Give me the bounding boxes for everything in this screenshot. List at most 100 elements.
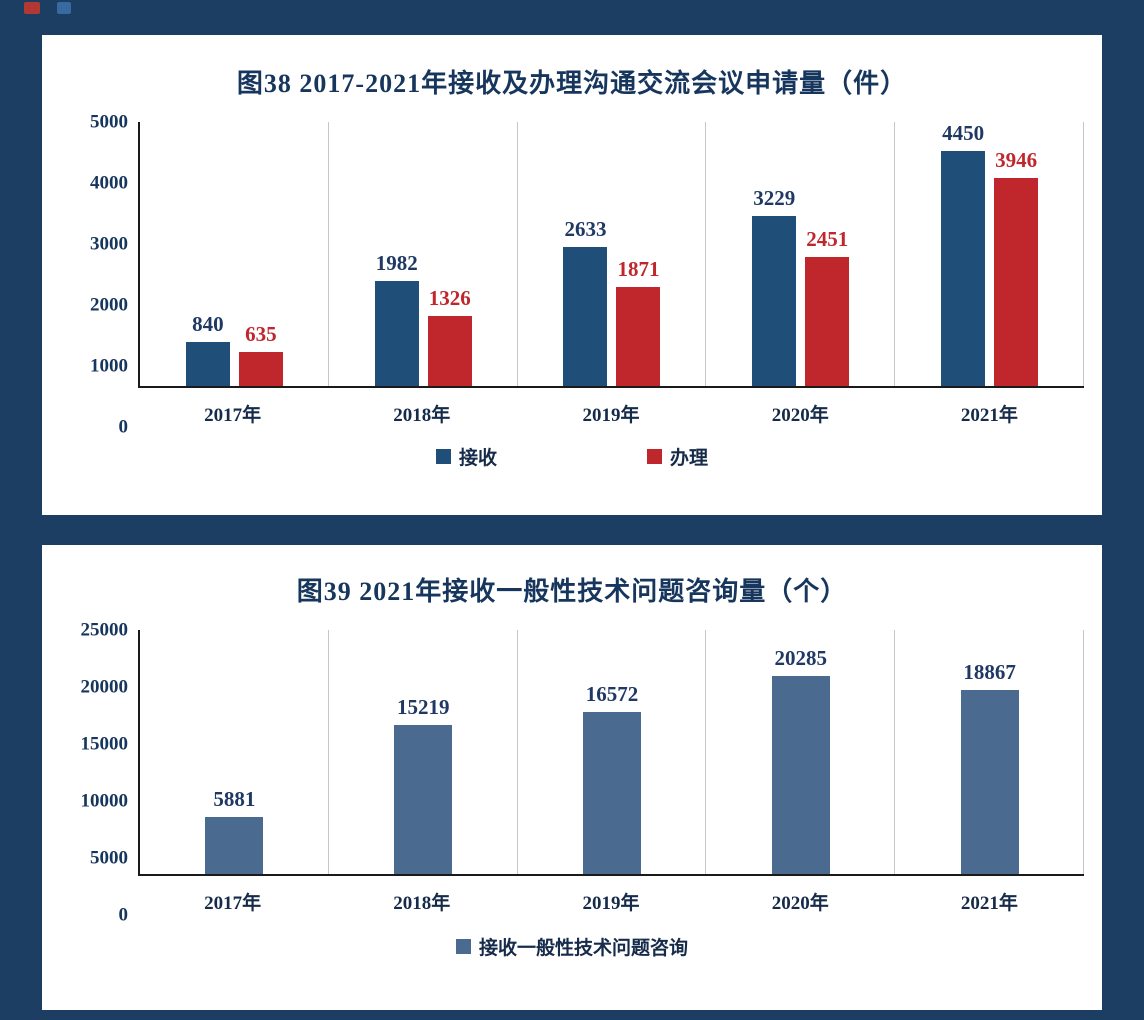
bar-slot: 3946	[994, 122, 1039, 386]
chart-38-title: 图38 2017-2021年接收及办理沟通交流会议申请量（件）	[236, 69, 908, 98]
bar-value-label: 2451	[806, 226, 849, 251]
legend-item: 办理	[647, 443, 708, 470]
bar-group: 3229 2451	[706, 122, 895, 386]
bar-slot: 1982	[374, 122, 419, 386]
bar-slot: 635	[238, 122, 283, 386]
bar-group: 16572	[518, 630, 707, 874]
y-tick-label: 10000	[80, 790, 129, 812]
bar-slot: 3229	[752, 122, 797, 386]
x-axis-label: 2017年	[204, 893, 262, 914]
y-tick-label: 0	[118, 416, 129, 438]
bar-value-label: 15219	[396, 695, 450, 720]
x-axis-label: 2019年	[582, 405, 640, 426]
bar-slot: 1871	[616, 122, 661, 386]
bar-value-label: 1982	[375, 251, 418, 276]
chart-38-legend: 接收 办理	[42, 443, 1102, 470]
y-axis: 0 5000 10000 15000 20000 25000	[60, 621, 138, 925]
bar-value-label: 1871	[617, 257, 660, 282]
bar-slot: 18867	[960, 630, 1019, 874]
bar-value-label: 1326	[428, 286, 471, 310]
bar-办理	[994, 177, 1039, 386]
x-axis-label: 2021年	[960, 405, 1018, 426]
bar-接收一般性技术问题咨询	[205, 816, 264, 874]
bar-接收	[941, 151, 986, 386]
chart-39-legend: 接收一般性技术问题咨询	[42, 933, 1102, 960]
bar-接收	[752, 215, 797, 386]
x-axis-label: 2021年	[960, 893, 1018, 914]
y-tick-label: 5000	[90, 847, 128, 869]
legend-item: 接收	[435, 443, 497, 470]
bar-group: 15219	[329, 630, 518, 874]
bar-group: 2633 1871	[518, 122, 707, 386]
plot: 5881 15219 16572 20285 18867	[138, 630, 1084, 876]
legend-swatch	[455, 939, 471, 954]
legend-swatch	[435, 449, 451, 464]
chart-39-title: 图39 2021年接收一般性技术问题咨询量（个）	[296, 577, 848, 606]
y-tick-label: 20000	[80, 676, 129, 698]
y-tick-label: 2000	[90, 294, 128, 316]
legend-item: 接收一般性技术问题咨询	[455, 933, 688, 960]
bar-办理	[238, 352, 283, 386]
bar-办理	[805, 256, 850, 386]
plot-column: 5881 15219 16572 20285 18867 2017年 2018年 2019年…	[138, 630, 1084, 915]
plot-column: 840 635 1982 1326 2633 1871 3229 2451 4450 3946 2…	[138, 122, 1084, 427]
x-axis-label: 2017年	[204, 405, 262, 426]
category-gridline	[327, 122, 329, 386]
bar-slot: 840	[185, 122, 230, 386]
bar-接收一般性技术问题咨询	[960, 689, 1019, 874]
category-gridline	[894, 630, 896, 874]
x-axis-label: 2018年	[393, 405, 451, 426]
plot: 840 635 1982 1326 2633 1871 3229 2451 4450 3946	[138, 122, 1084, 388]
legend-label: 接收	[458, 448, 497, 469]
bar-group: 18867	[895, 630, 1084, 874]
category-gridline	[516, 122, 518, 386]
bar-办理	[616, 287, 661, 386]
chart-38-panel: 图38 2017-2021年接收及办理沟通交流会议申请量（件） 0 1000 200…	[42, 35, 1102, 515]
bar-group: 1982 1326	[329, 122, 518, 386]
y-tick-label: 25000	[80, 619, 129, 641]
bar-办理	[427, 316, 472, 386]
bar-slot: 20285	[771, 630, 830, 874]
category-gridline	[705, 122, 707, 386]
bar-slot: 2633	[563, 122, 608, 386]
category-gridline	[327, 630, 329, 874]
bar-接收	[185, 341, 230, 386]
bar-slot: 1326	[427, 122, 472, 386]
chart-38-plot-area: 0 1000 2000 3000 4000 5000 840 635 1982 1326 2633…	[60, 113, 1084, 437]
bar-value-label: 840	[192, 311, 224, 336]
bar-接收	[374, 281, 419, 386]
bar-接收一般性技术问题咨询	[582, 712, 641, 874]
category-gridline	[516, 630, 518, 874]
bar-value-label: 4450	[942, 121, 985, 146]
legend-label: 办理	[670, 448, 709, 469]
bar-接收一般性技术问题咨询	[771, 676, 830, 874]
y-axis: 0 1000 2000 3000 4000 5000	[60, 113, 138, 437]
bar-value-label: 3229	[753, 185, 796, 210]
y-tick-label: 15000	[80, 733, 129, 755]
bar-value-label: 2633	[564, 216, 607, 241]
bar-value-label: 5881	[213, 786, 256, 811]
x-axis-label: 2018年	[393, 893, 451, 914]
bar-value-label: 16572	[585, 682, 639, 707]
chart-39-panel: 图39 2021年接收一般性技术问题咨询量（个） 0 5000 10000 15000…	[42, 545, 1102, 1010]
bar-value-label: 18867	[963, 659, 1016, 684]
top-edge-artifact-red	[24, 2, 40, 14]
category-gridline	[894, 122, 896, 386]
category-gridline	[705, 630, 707, 874]
bar-接收一般性技术问题咨询	[394, 725, 453, 874]
y-tick-label: 0	[118, 904, 129, 926]
bar-group: 20285	[706, 630, 895, 874]
bar-slot: 16572	[582, 630, 641, 874]
bar-slot: 4450	[941, 121, 986, 386]
bar-group: 840 635	[140, 122, 329, 386]
y-tick-label: 5000	[90, 111, 128, 133]
legend-label: 接收一般性技术问题咨询	[478, 938, 688, 959]
bar-slot: 5881	[205, 630, 264, 874]
legend-swatch	[647, 449, 662, 464]
bar-value-label: 635	[245, 322, 277, 347]
bar-group: 4450 3946	[895, 122, 1084, 386]
bar-接收	[563, 246, 608, 386]
category-gridline	[1083, 630, 1084, 874]
bar-slot: 2451	[805, 122, 850, 386]
chart-39-plot-area: 0 5000 10000 15000 20000 25000 5881 15219 16572…	[60, 621, 1084, 925]
